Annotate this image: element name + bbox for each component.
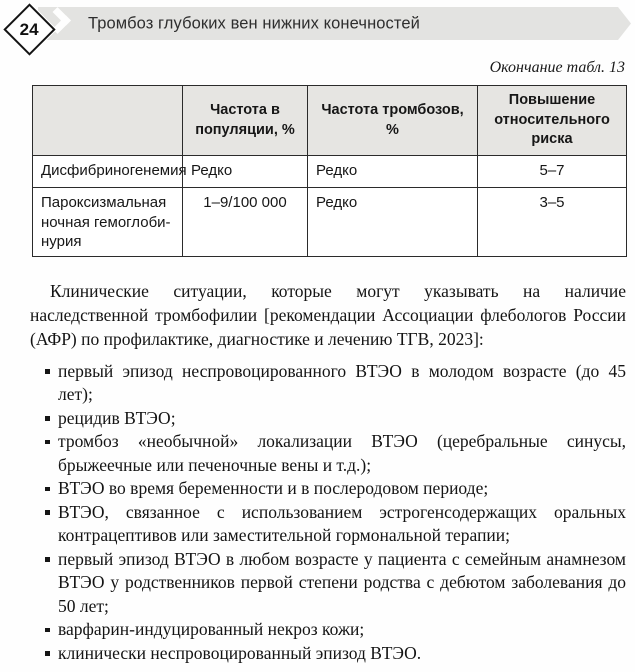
bullet-square-icon [45,486,50,491]
page-header: Тромбоз глубоких вен нижних конечностей … [0,0,635,56]
chapter-header-bar: Тромбоз глубоких вен нижних конечностей [38,7,631,40]
list-item-text: тромбоз «необычной» локализации ВТЭО (це… [58,431,626,475]
bullet-square-icon [45,651,50,656]
header-cell-risk-increase: Повышение относительного риска [477,85,627,156]
header-cell-freq-population: Частота в популяции, % [182,85,308,156]
list-item-text: первый эпизод неспровоцированного ВТЭО в… [58,360,626,405]
page-number: 24 [20,19,39,39]
header-cell-freq-thrombosis: Частота тромбозов, % [307,85,478,156]
table-row: Дисфибриногенемия Редко Редко 5–7 [32,155,627,188]
bullet-square-icon [45,510,50,515]
list-item-text: варфарин-индуцированный некроз кожи; [58,619,365,639]
bullet-square-icon [45,627,50,632]
list-item: первый эпизод неспровоцированного ВТЭО в… [30,360,626,407]
chapter-title: Тромбоз глубоких вен нижних конечностей [88,14,420,32]
cell-freq-thrombosis: Редко [307,187,478,257]
list-item: тромбоз «необычной» локализации ВТЭО (це… [30,430,626,477]
bullet-square-icon [45,369,50,374]
cell-freq-population: Редко [182,155,308,188]
header-cell-condition [32,85,183,156]
table-row: Пароксизмальная ночная гемоглоби­нурия 1… [32,187,627,257]
list-item: ВТЭО во время беременности и в послеродо… [30,477,626,501]
thrombophilia-table: Частота в популяции, % Частота тромбозов… [32,85,627,257]
cell-freq-population: 1–9/100 000 [182,187,308,257]
table-caption: Окончание табл. 13 [489,59,625,76]
cell-condition: Пароксизмальная ночная гемоглоби­нурия [32,187,183,257]
list-item-text: ВТЭО во время беременности и в послеродо… [58,478,489,498]
list-item: рецидив ВТЭО; [30,407,626,431]
cell-risk-increase: 3–5 [477,187,627,257]
cell-freq-thrombosis: Редко [307,155,478,188]
clinical-situations-list: первый эпизод неспровоцированного ВТЭО в… [30,360,626,666]
list-item: клинически неспровоцированный эпизод ВТЭ… [30,642,626,666]
bullet-square-icon [45,557,50,562]
bullet-square-icon [45,439,50,444]
list-item: варфарин-индуцированный некроз кожи; [30,618,626,642]
cell-condition: Дисфибриногенемия [32,155,187,188]
list-item-text: рецидив ВТЭО; [58,407,176,428]
table-header-row: Частота в популяции, % Частота тромбозов… [32,85,627,156]
list-item-text: первый эпизод ВТЭО в любом возрасте у па… [58,548,626,616]
list-item: первый эпизод ВТЭО в любом возрасте у па… [30,548,626,619]
list-item-text: ВТЭО, связанное с использованием эстроге… [58,501,626,546]
cell-risk-increase: 5–7 [477,155,627,188]
list-item-text: клинически неспровоцированный эпизод ВТЭ… [58,642,422,663]
intro-paragraph: Клинические ситуации, которые могут указ… [30,280,626,349]
bullet-square-icon [45,416,50,421]
list-item: ВТЭО, связанное с использованием эстроге… [30,501,626,548]
